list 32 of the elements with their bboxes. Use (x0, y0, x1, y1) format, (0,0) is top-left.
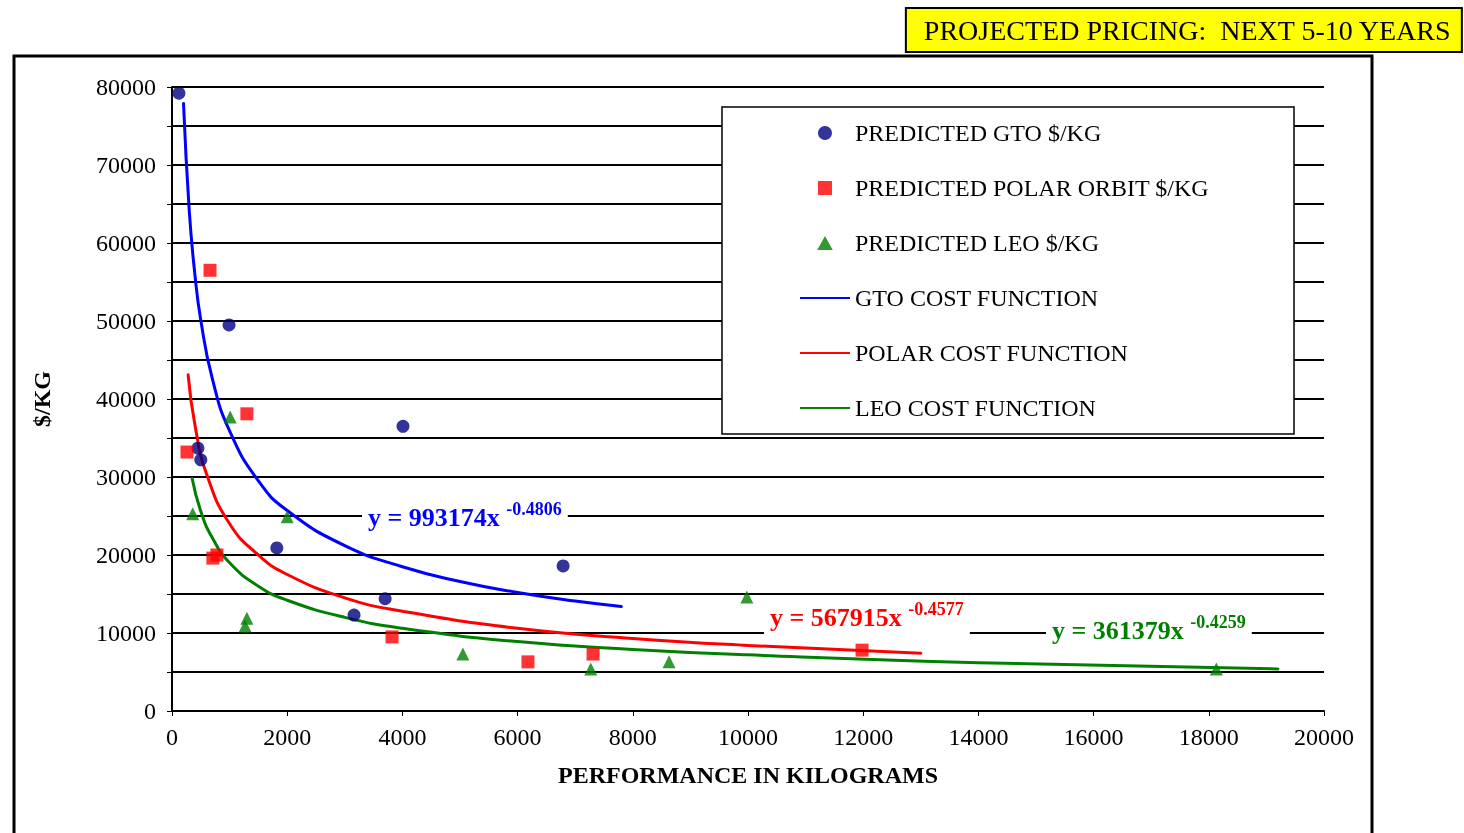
legend-label: LEO COST FUNCTION (854, 395, 1096, 421)
legend-label: POLAR COST FUNCTION (854, 340, 1128, 366)
x-axis-title: PERFORMANCE IN KILOGRAMS (557, 762, 939, 788)
legend-label: PREDICTED LEO $/KG (854, 230, 1099, 256)
y-tick-label: 60000 (96, 230, 156, 256)
legend-label: GTO COST FUNCTION (854, 285, 1099, 311)
annotation: y = 993174x -0.4806 (368, 499, 562, 532)
annotation: y = 361379x -0.4259 (1052, 612, 1246, 645)
y-tick-label: 80000 (96, 74, 156, 100)
legend-label: PREDICTED POLAR ORBIT $/KG (854, 175, 1209, 201)
x-tick-label: 20000 (1294, 724, 1354, 750)
x-tick-label: 2000 (263, 724, 312, 750)
y-axis-title: $/KG (29, 370, 55, 428)
x-tick-label: 8000 (608, 724, 657, 750)
y-tick-label: 10000 (96, 620, 156, 646)
x-tick-label: 14000 (948, 724, 1009, 750)
y-tick-label: 50000 (96, 308, 156, 334)
y-tick-label: 30000 (96, 464, 156, 490)
x-tick-label: 16000 (1063, 724, 1124, 750)
x-tick-label: 0 (166, 724, 178, 750)
y-tick-label: 0 (144, 698, 156, 724)
x-tick-label: 10000 (718, 724, 778, 750)
y-tick-label: 40000 (96, 386, 156, 412)
legend-label: PREDICTED GTO $/KG (854, 120, 1102, 146)
x-tick-label: 4000 (378, 724, 427, 750)
chart-title: PROJECTED PRICING: NEXT 5-10 YEARS (923, 14, 1451, 46)
x-tick-label: 12000 (833, 724, 894, 750)
x-tick-label: 6000 (493, 724, 542, 750)
annotation: y = 567915x -0.4577 (770, 599, 964, 632)
y-tick-label: 20000 (96, 542, 156, 568)
y-tick-label: 70000 (96, 152, 156, 178)
x-tick-label: 18000 (1178, 724, 1239, 750)
